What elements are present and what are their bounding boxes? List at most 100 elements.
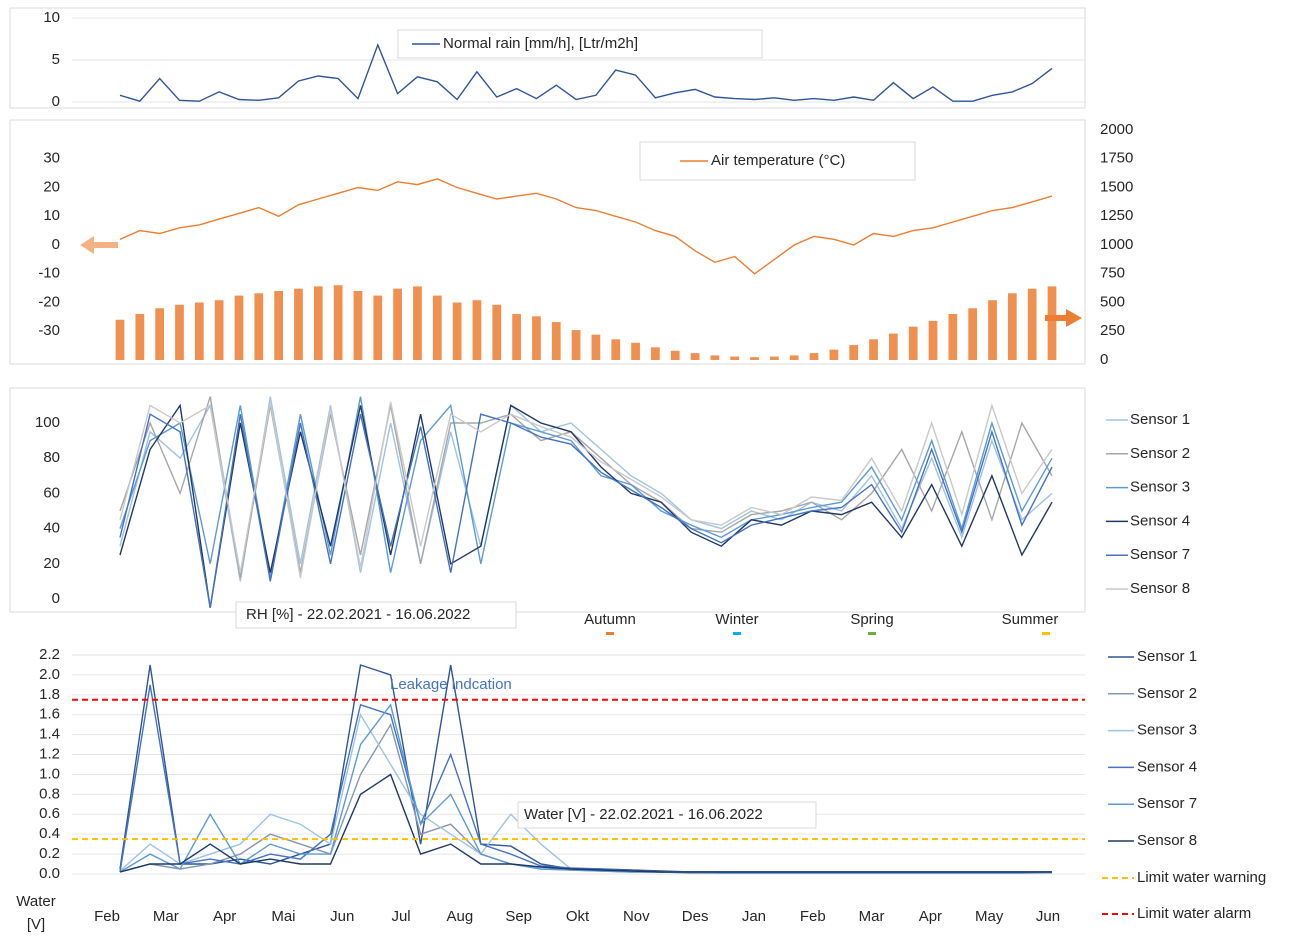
plot-frame (9, 119, 1086, 365)
series-line (119, 401, 1053, 579)
series-line (119, 703, 1053, 874)
series-line (119, 42, 1053, 102)
y-tick-label: 0.4 (39, 825, 60, 842)
bar (631, 342, 640, 360)
legend-label: Sensor 1 (1137, 648, 1197, 665)
legend-label: Sensor 4 (1130, 512, 1190, 529)
bar (175, 304, 184, 360)
plot-frame (9, 7, 1086, 109)
bar (333, 285, 343, 360)
bar (452, 302, 462, 360)
bar (373, 295, 383, 360)
bar (809, 353, 819, 360)
bar (651, 347, 660, 360)
bar (988, 300, 997, 360)
y-tick-label: 1.0 (39, 765, 60, 782)
y-tick-label: 20 (43, 178, 60, 195)
legend-label: Sensor 2 (1137, 685, 1197, 702)
leakage-note: Leakage indcation (390, 676, 512, 693)
bar (710, 355, 720, 360)
y-tick-label: 1.4 (39, 726, 60, 743)
legend-label: Sensor 2 (1130, 445, 1190, 462)
right-axis-arrowhead (1066, 309, 1082, 327)
bar (413, 286, 422, 360)
bar (294, 288, 303, 360)
y-tick-label: 60 (43, 484, 60, 501)
annotation: Water [V] - 22.02.2021 - 16.06.2022 (524, 806, 763, 823)
y2-tick-label: 1750 (1100, 150, 1133, 167)
y2-tick-label: 0 (1100, 351, 1108, 368)
y-tick-label: 0 (52, 93, 60, 110)
x-tick-label: Mar (153, 908, 179, 925)
y-tick-label: 10 (43, 207, 60, 224)
bar (968, 308, 978, 360)
y-tick-label: 40 (43, 520, 60, 537)
y-tick-label: 0.2 (39, 845, 60, 862)
bar (591, 334, 601, 360)
legend-label: Sensor 1 (1130, 411, 1190, 428)
left-axis-arrowhead (80, 236, 94, 254)
bar (135, 314, 145, 360)
season-label: Summer (1002, 611, 1059, 628)
bar (928, 320, 938, 360)
bar (869, 339, 878, 360)
bar (908, 326, 918, 360)
y-tick-label: 2.2 (39, 646, 60, 663)
legend-label: Limit water warning (1137, 869, 1266, 886)
bar (313, 286, 323, 360)
x-tick-label: Apr (919, 908, 942, 925)
bar (194, 302, 204, 360)
legend-box (517, 801, 817, 829)
bar (888, 333, 898, 360)
series-line (119, 684, 1052, 873)
x-tick-label: Mar (859, 908, 885, 925)
y-tick-label: 2.0 (39, 666, 60, 683)
series-line (119, 773, 1052, 873)
bar (1027, 288, 1037, 360)
y-axis-label: [V] (27, 916, 45, 933)
y-tick-label: 100 (35, 414, 60, 431)
bar (393, 288, 402, 360)
y-tick-label: 0 (52, 590, 60, 607)
legend-label: Limit water alarm (1137, 905, 1251, 922)
bar (611, 339, 621, 360)
bar (789, 355, 799, 360)
y-tick-label: 1.2 (39, 746, 60, 763)
annotation: RH [%] - 22.02.2021 - 16.06.2022 (246, 606, 470, 623)
y-tick-label: 0 (52, 236, 60, 253)
bar (432, 295, 442, 360)
legend-label: Sensor 3 (1137, 722, 1197, 739)
bar (730, 356, 740, 360)
bar (254, 293, 264, 360)
x-tick-label: Feb (800, 908, 826, 925)
y2-tick-label: 1500 (1100, 178, 1133, 195)
bar (551, 322, 561, 360)
bar (214, 300, 224, 360)
legend-label: Sensor 3 (1130, 479, 1190, 496)
x-tick-label: Sep (505, 908, 532, 925)
y-tick-label: -20 (38, 293, 60, 310)
series-line (119, 396, 1053, 579)
series-line (119, 396, 1053, 582)
season-label: Autumn (584, 611, 636, 628)
season-marker (868, 632, 876, 635)
x-tick-label: Jun (1036, 908, 1060, 925)
season-label: Winter (715, 611, 758, 628)
bar (948, 314, 958, 360)
bar (770, 356, 779, 360)
series-line (119, 396, 1053, 579)
bar (115, 319, 125, 360)
legend-label: Air temperature (°C) (711, 152, 845, 169)
bar (571, 330, 581, 360)
legend-box (397, 29, 763, 59)
x-tick-label: Jul (391, 908, 410, 925)
y-tick-label: 20 (43, 555, 60, 572)
plot-frame (10, 645, 1085, 880)
season-marker (606, 632, 614, 635)
x-tick-label: Mai (271, 908, 295, 925)
bar (274, 291, 284, 360)
legend-box (235, 601, 517, 629)
bar (472, 300, 482, 360)
bar (750, 357, 759, 360)
